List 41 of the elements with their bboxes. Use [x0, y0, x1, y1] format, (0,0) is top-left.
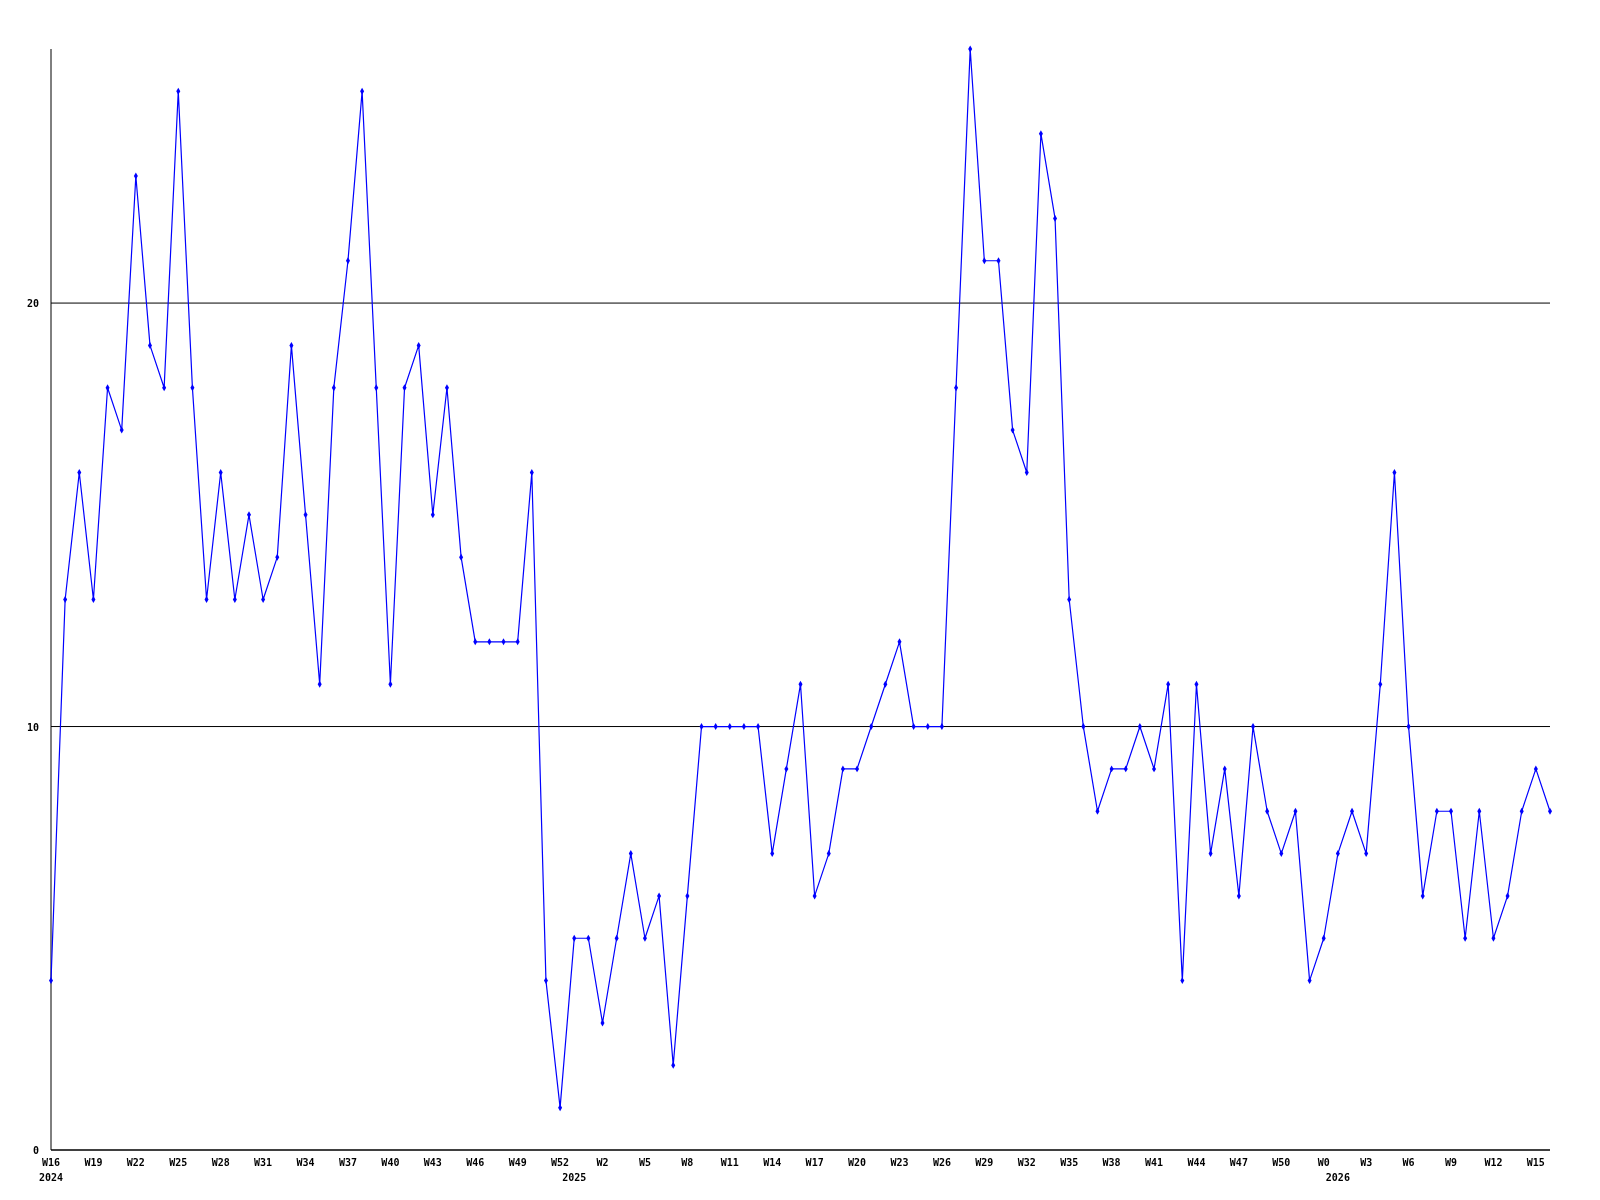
x-tick-label: W23 — [890, 1157, 909, 1168]
x-tick-label: W17 — [805, 1157, 824, 1168]
x-tick-label: W32 — [1017, 1157, 1036, 1168]
y-tick-label: 10 — [26, 721, 39, 733]
x-tick-label: W14 — [763, 1157, 782, 1168]
x-tick-label: W20 — [848, 1157, 867, 1168]
x-tick-label: W16 2024 — [38, 1157, 64, 1183]
x-tick-label: W43 — [423, 1157, 442, 1168]
x-tick-label: W50 — [1272, 1157, 1291, 1168]
x-tick-label: W15 — [1526, 1157, 1545, 1168]
x-tick-label: W6 — [1402, 1157, 1415, 1168]
x-tick-label: 2025 — [562, 1172, 587, 1183]
x-tick-label: W22 — [126, 1157, 145, 1168]
x-tick-label: W37 — [338, 1157, 357, 1168]
x-tick-label: W40 — [381, 1157, 400, 1168]
x-tick-label: W5 — [638, 1157, 651, 1168]
x-tick-label: W34 — [296, 1157, 315, 1168]
x-tick-label: W52 — [551, 1157, 570, 1168]
x-tick-label: W28 — [211, 1157, 230, 1168]
x-tick-label: W8 — [681, 1157, 694, 1168]
x-tick-label: W29 — [975, 1157, 994, 1168]
y-tick-label: 0 — [32, 1145, 39, 1156]
x-tick-label: W41 — [1145, 1157, 1164, 1168]
x-tick-label: W11 — [720, 1157, 739, 1168]
x-tick-label: W19 — [84, 1157, 103, 1168]
x-tick-label: W35 — [1060, 1157, 1079, 1168]
x-tick-label: W26 — [932, 1157, 951, 1168]
x-tick-label: 2026 — [1325, 1172, 1350, 1183]
x-tick-label: W9 — [1444, 1157, 1458, 1168]
x-tick-label: W46 — [466, 1157, 485, 1168]
x-tick-label: W47 — [1229, 1157, 1248, 1168]
x-tick-label: W49 — [508, 1157, 527, 1168]
x-tick-label: W3 — [1360, 1157, 1373, 1168]
x-tick-label: W25 — [169, 1157, 188, 1168]
x-tick-label: W44 — [1187, 1157, 1206, 1168]
x-tick-label: W0 — [1317, 1157, 1330, 1168]
y-tick-label: 20 — [26, 298, 39, 310]
x-tick-label: W31 — [254, 1157, 273, 1168]
x-tick-label: W38 — [1102, 1157, 1121, 1168]
x-tick-label: W2 — [596, 1157, 609, 1168]
x-tick-label: W12 — [1484, 1157, 1503, 1168]
